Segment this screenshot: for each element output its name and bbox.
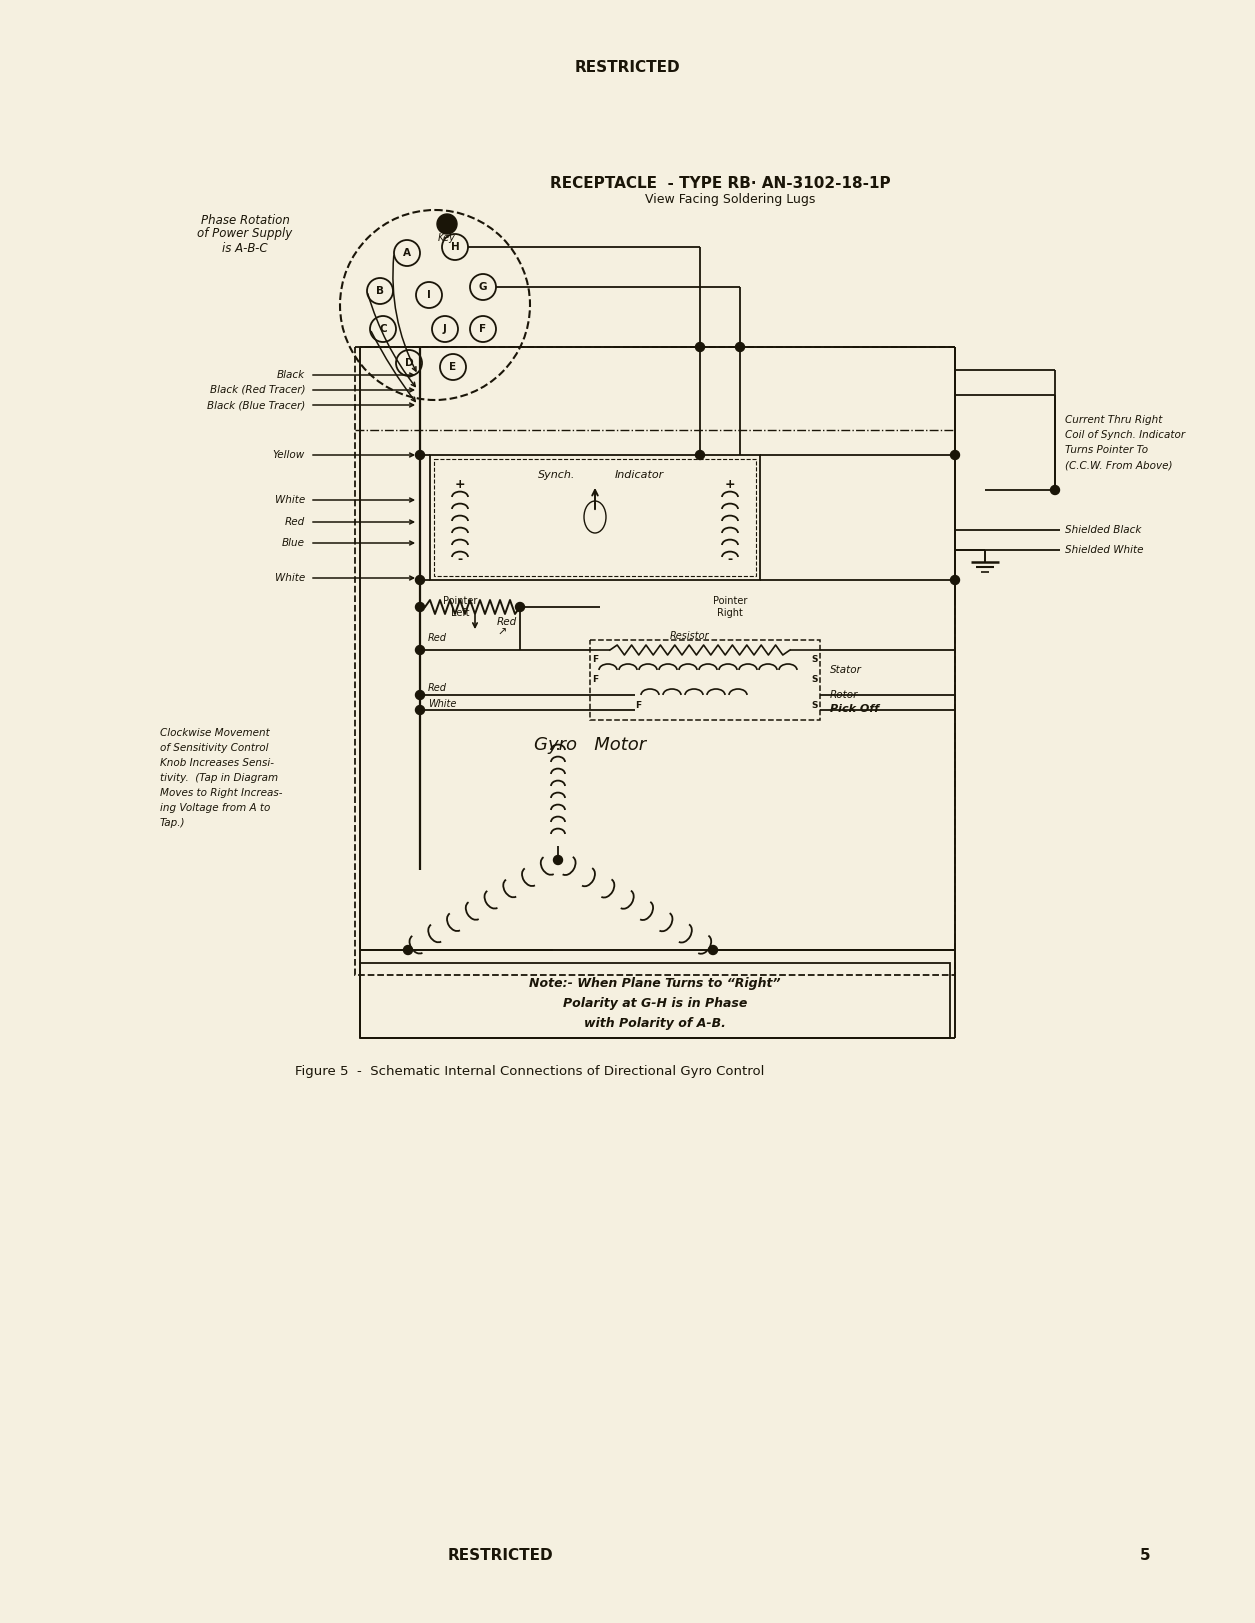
Text: with Polarity of A-B.: with Polarity of A-B.	[584, 1018, 725, 1031]
Text: Red: Red	[285, 518, 305, 527]
Text: Shielded White: Shielded White	[1065, 545, 1143, 555]
Text: +: +	[454, 479, 466, 492]
Text: D: D	[404, 359, 413, 368]
Text: Blue: Blue	[282, 537, 305, 549]
Text: +: +	[724, 479, 735, 492]
Text: S: S	[812, 701, 818, 709]
Text: Pointer
Left: Pointer Left	[443, 596, 477, 618]
Text: is A-B-C: is A-B-C	[222, 242, 267, 255]
Text: -: -	[728, 553, 733, 566]
Circle shape	[415, 602, 424, 612]
Text: Coil of Synch. Indicator: Coil of Synch. Indicator	[1065, 430, 1185, 440]
Circle shape	[950, 451, 960, 459]
Text: Stator: Stator	[830, 665, 862, 675]
Circle shape	[415, 690, 424, 700]
Circle shape	[950, 576, 960, 584]
Text: Shielded Black: Shielded Black	[1065, 524, 1141, 536]
Text: tivity.  (Tap in Diagram: tivity. (Tap in Diagram	[159, 773, 279, 782]
Text: J: J	[443, 325, 447, 334]
Text: 5: 5	[1140, 1547, 1151, 1563]
Text: White: White	[275, 495, 305, 505]
Circle shape	[709, 946, 718, 954]
Text: B: B	[376, 286, 384, 295]
Text: F: F	[592, 656, 599, 664]
Text: F: F	[635, 701, 641, 709]
Text: of Power Supply: of Power Supply	[197, 227, 292, 240]
Bar	[355, 347, 955, 975]
Circle shape	[415, 646, 424, 654]
Text: Turns Pointer To: Turns Pointer To	[1065, 445, 1148, 454]
Text: Yellow: Yellow	[272, 450, 305, 459]
Text: ↗: ↗	[497, 628, 506, 638]
Text: Gyro   Motor: Gyro Motor	[533, 735, 646, 755]
Text: I: I	[427, 291, 430, 300]
Text: S: S	[812, 656, 818, 664]
Text: RECEPTACLE  - TYPE RB· AN-3102-18-1P: RECEPTACLE - TYPE RB· AN-3102-18-1P	[550, 175, 890, 190]
Circle shape	[1050, 485, 1059, 495]
Circle shape	[437, 214, 457, 234]
Bar	[360, 962, 950, 1039]
Circle shape	[415, 451, 424, 459]
Text: F: F	[592, 675, 599, 685]
Text: (C.C.W. From Above): (C.C.W. From Above)	[1065, 459, 1172, 471]
Text: ing Voltage from A to: ing Voltage from A to	[159, 803, 270, 813]
Text: Figure 5  -  Schematic Internal Connections of Directional Gyro Control: Figure 5 - Schematic Internal Connection…	[295, 1065, 764, 1078]
Text: Key: Key	[438, 234, 456, 243]
Text: View Facing Soldering Lugs: View Facing Soldering Lugs	[645, 193, 816, 206]
Text: of Sensitivity Control: of Sensitivity Control	[159, 743, 269, 753]
Text: Pick Off: Pick Off	[830, 704, 878, 714]
Text: Pointer
Right: Pointer Right	[713, 596, 747, 618]
Circle shape	[516, 602, 525, 612]
Text: White: White	[428, 700, 457, 709]
Text: E: E	[449, 362, 457, 372]
Text: Rotor: Rotor	[830, 690, 858, 700]
Text: Note:- When Plane Turns to “Right”: Note:- When Plane Turns to “Right”	[530, 977, 781, 990]
Circle shape	[415, 576, 424, 584]
Text: RESTRICTED: RESTRICTED	[575, 60, 680, 76]
Circle shape	[695, 342, 704, 352]
Text: Current Thru Right: Current Thru Right	[1065, 415, 1162, 425]
Text: White: White	[275, 573, 305, 583]
Bar	[590, 639, 820, 721]
Text: Resistor: Resistor	[670, 631, 710, 641]
Circle shape	[415, 706, 424, 714]
Text: Moves to Right Increas-: Moves to Right Increas-	[159, 789, 282, 799]
Text: Polarity at G-H is in Phase: Polarity at G-H is in Phase	[562, 997, 747, 1010]
Text: Clockwise Movement: Clockwise Movement	[159, 729, 270, 738]
Text: Knob Increases Sensi-: Knob Increases Sensi-	[159, 758, 274, 768]
Text: F: F	[479, 325, 487, 334]
Bar	[434, 459, 756, 576]
Text: A: A	[403, 248, 410, 258]
Circle shape	[695, 451, 704, 459]
Bar	[430, 454, 761, 579]
Circle shape	[735, 342, 744, 352]
Text: Red: Red	[428, 633, 447, 643]
Text: Black (Blue Tracer): Black (Blue Tracer)	[207, 399, 305, 411]
Text: G: G	[478, 282, 487, 292]
Text: Black: Black	[277, 370, 305, 380]
Text: Red: Red	[428, 683, 447, 693]
Text: H: H	[451, 242, 459, 252]
Text: S: S	[812, 675, 818, 685]
Text: Synch.: Synch.	[537, 471, 575, 480]
Text: Tap.): Tap.)	[159, 818, 186, 828]
Text: Black (Red Tracer): Black (Red Tracer)	[210, 385, 305, 394]
Text: Red: Red	[497, 617, 517, 626]
Text: -: -	[457, 553, 463, 566]
Text: RESTRICTED: RESTRICTED	[447, 1547, 552, 1563]
Text: Phase Rotation: Phase Rotation	[201, 214, 290, 227]
Circle shape	[404, 946, 413, 954]
Text: Indicator: Indicator	[615, 471, 664, 480]
Text: C: C	[379, 325, 387, 334]
Circle shape	[553, 855, 562, 865]
